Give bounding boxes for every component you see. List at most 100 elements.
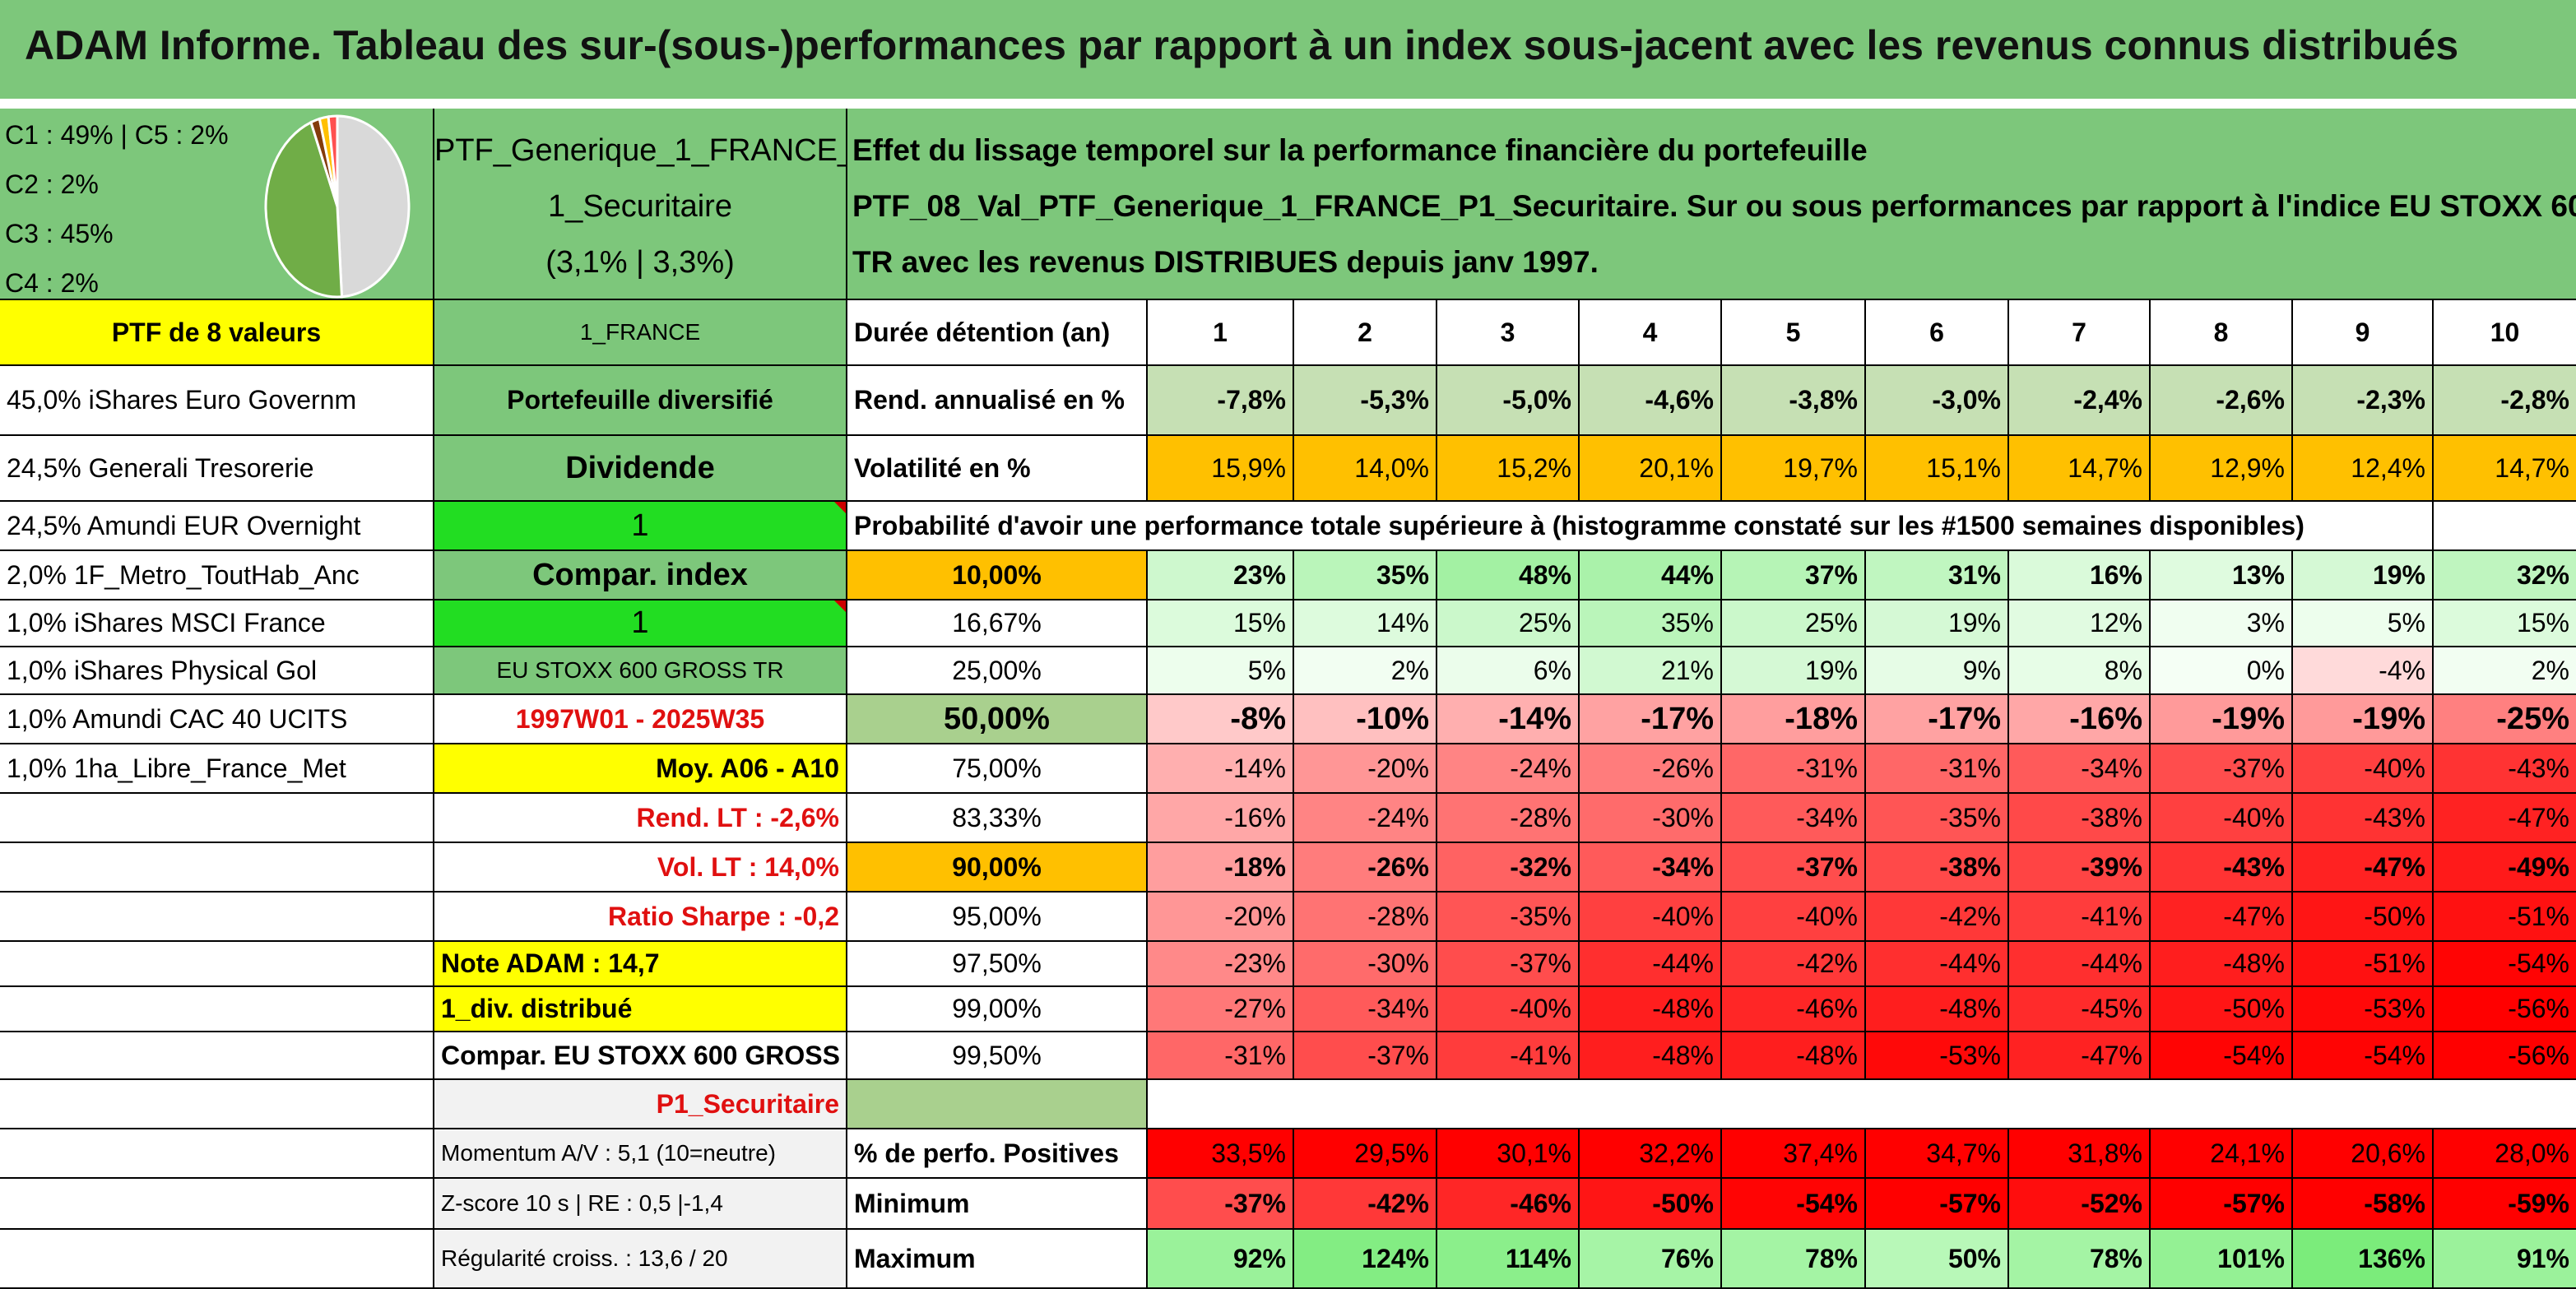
- quantile-value: 2%: [1294, 647, 1437, 695]
- empty-cell: [2434, 502, 2576, 551]
- quantile-value: -37%: [1294, 1032, 1437, 1080]
- quantile-value: -37%: [1437, 942, 1580, 987]
- empty-cell: [0, 794, 434, 843]
- quantile-value: 5%: [2293, 600, 2434, 647]
- quantile-value: -20%: [1294, 744, 1437, 794]
- maximum-value: 50%: [1866, 1230, 2009, 1289]
- quantile-value: -35%: [1437, 893, 1580, 942]
- quantile-value: -56%: [2434, 987, 2576, 1032]
- rend-value: -2,3%: [2293, 366, 2434, 436]
- quantile-value: 23%: [1148, 551, 1294, 600]
- quantile-value: -26%: [1580, 744, 1722, 794]
- comment-marker: [834, 502, 846, 513]
- quantile-value: -45%: [2009, 987, 2151, 1032]
- quantile-value: -48%: [1580, 987, 1722, 1032]
- quantile-value: 13%: [2151, 551, 2293, 600]
- quantile-value: 32%: [2434, 551, 2576, 600]
- quantile-value: 15%: [2434, 600, 2576, 647]
- quantile-value: -47%: [2293, 843, 2434, 893]
- region-label: 1_FRANCE: [434, 300, 847, 366]
- quantile-value: 8%: [2009, 647, 2151, 695]
- empty-cell: [1148, 1080, 2576, 1129]
- minimum-value: -42%: [1294, 1179, 1437, 1230]
- quantile-value: -40%: [2293, 744, 2434, 794]
- quantile-value: 6%: [1437, 647, 1580, 695]
- quantile-value: -16%: [1148, 794, 1294, 843]
- positive-value: 37,4%: [1722, 1129, 1866, 1179]
- description-panel: Effet du lissage temporel sur la perform…: [847, 109, 2576, 300]
- portfolio-name-line2: 1_Securitaire: [548, 189, 732, 224]
- quantile-value: -50%: [2151, 987, 2293, 1032]
- allocation-line: C4 : 2%: [5, 268, 99, 298]
- positive-value: 31,8%: [2009, 1129, 2151, 1179]
- description-line3: TR avec les revenus DISTRIBUES depuis ja…: [852, 245, 1599, 279]
- positive-value: 20,6%: [2293, 1129, 2434, 1179]
- quantile-value: -28%: [1437, 794, 1580, 843]
- maximum-value: 136%: [2293, 1230, 2434, 1289]
- quantile-value: -25%: [2434, 695, 2576, 744]
- rend-value: -4,6%: [1580, 366, 1722, 436]
- compar-index-label: Compar. index: [434, 551, 847, 600]
- quantile-value: -41%: [2009, 893, 2151, 942]
- holding-row: 1,0% Amundi CAC 40 UCITS: [0, 695, 434, 744]
- year-header: 10: [2434, 300, 2576, 366]
- quantile-value: -34%: [1294, 987, 1437, 1032]
- maximum-value: 101%: [2151, 1230, 2293, 1289]
- pie-slice-c2: [327, 114, 339, 207]
- year-header: 5: [1722, 300, 1866, 366]
- positive-value: 30,1%: [1437, 1129, 1580, 1179]
- quantile-value: -4%: [2293, 647, 2434, 695]
- regularite-label: Régularité croiss. : 13,6 / 20: [434, 1230, 847, 1289]
- year-header: 4: [1580, 300, 1722, 366]
- quantile-value: -34%: [1722, 794, 1866, 843]
- empty-cell: [0, 942, 434, 987]
- ratio-sharpe: Ratio Sharpe : -0,2: [434, 893, 847, 942]
- quantile-value: 31%: [1866, 551, 2009, 600]
- vol-value: 14,0%: [1294, 436, 1437, 502]
- holding-row: 24,5% Amundi EUR Overnight: [0, 502, 434, 551]
- vol-value: 14,7%: [2009, 436, 2151, 502]
- vol-value: 15,9%: [1148, 436, 1294, 502]
- quantile-value: -43%: [2151, 843, 2293, 893]
- vol-value: 12,4%: [2293, 436, 2434, 502]
- minimum-value: -37%: [1148, 1179, 1294, 1230]
- quantile-value: -23%: [1148, 942, 1294, 987]
- report-title: ADAM Informe. Tableau des sur-(sous-)per…: [25, 22, 2459, 68]
- quantile-label: 97,50%: [847, 942, 1148, 987]
- quantile-value: -56%: [2434, 1032, 2576, 1080]
- quantile-value: -51%: [2293, 942, 2434, 987]
- year-header: 7: [2009, 300, 2151, 366]
- positive-value: 34,7%: [1866, 1129, 2009, 1179]
- allocation-line: C3 : 45%: [5, 219, 114, 248]
- period-label: 1997W01 - 2025W35: [434, 695, 847, 744]
- quantile-value: -18%: [1148, 843, 1294, 893]
- quantile-value: -47%: [2434, 794, 2576, 843]
- quantile-label: 83,33%: [847, 794, 1148, 843]
- quantile-label: 25,00%: [847, 647, 1148, 695]
- quantile-value: 37%: [1722, 551, 1866, 600]
- maximum-value: 78%: [2009, 1230, 2151, 1289]
- quantile-value: -42%: [1722, 942, 1866, 987]
- portfolio-type: Portefeuille diversifié: [434, 366, 847, 436]
- vol-value: 12,9%: [2151, 436, 2293, 502]
- year-header: 8: [2151, 300, 2293, 366]
- quantile-value: -44%: [1580, 942, 1722, 987]
- vol-value: 14,7%: [2434, 436, 2576, 502]
- positive-value: 28,0%: [2434, 1129, 2576, 1179]
- rend-value: -5,0%: [1437, 366, 1580, 436]
- quantile-value: -31%: [1722, 744, 1866, 794]
- quantile-value: -51%: [2434, 893, 2576, 942]
- year-header: 2: [1294, 300, 1437, 366]
- quantile-value: -24%: [1437, 744, 1580, 794]
- quantile-value: 0%: [2151, 647, 2293, 695]
- quantile-value: -47%: [2151, 893, 2293, 942]
- quantile-value: -54%: [2434, 942, 2576, 987]
- empty-cell: [0, 1129, 434, 1179]
- quantile-value: 2%: [2434, 647, 2576, 695]
- dividend-distributed: 1_div. distribué: [434, 987, 847, 1032]
- quantile-value: -48%: [1722, 1032, 1866, 1080]
- rend-label: Rend. annualisé en %: [847, 366, 1148, 436]
- quantile-value: -39%: [2009, 843, 2151, 893]
- minimum-value: -52%: [2009, 1179, 2151, 1230]
- portfolio-name-line1: PTF_Generique_1_FRANCE_P: [434, 133, 846, 168]
